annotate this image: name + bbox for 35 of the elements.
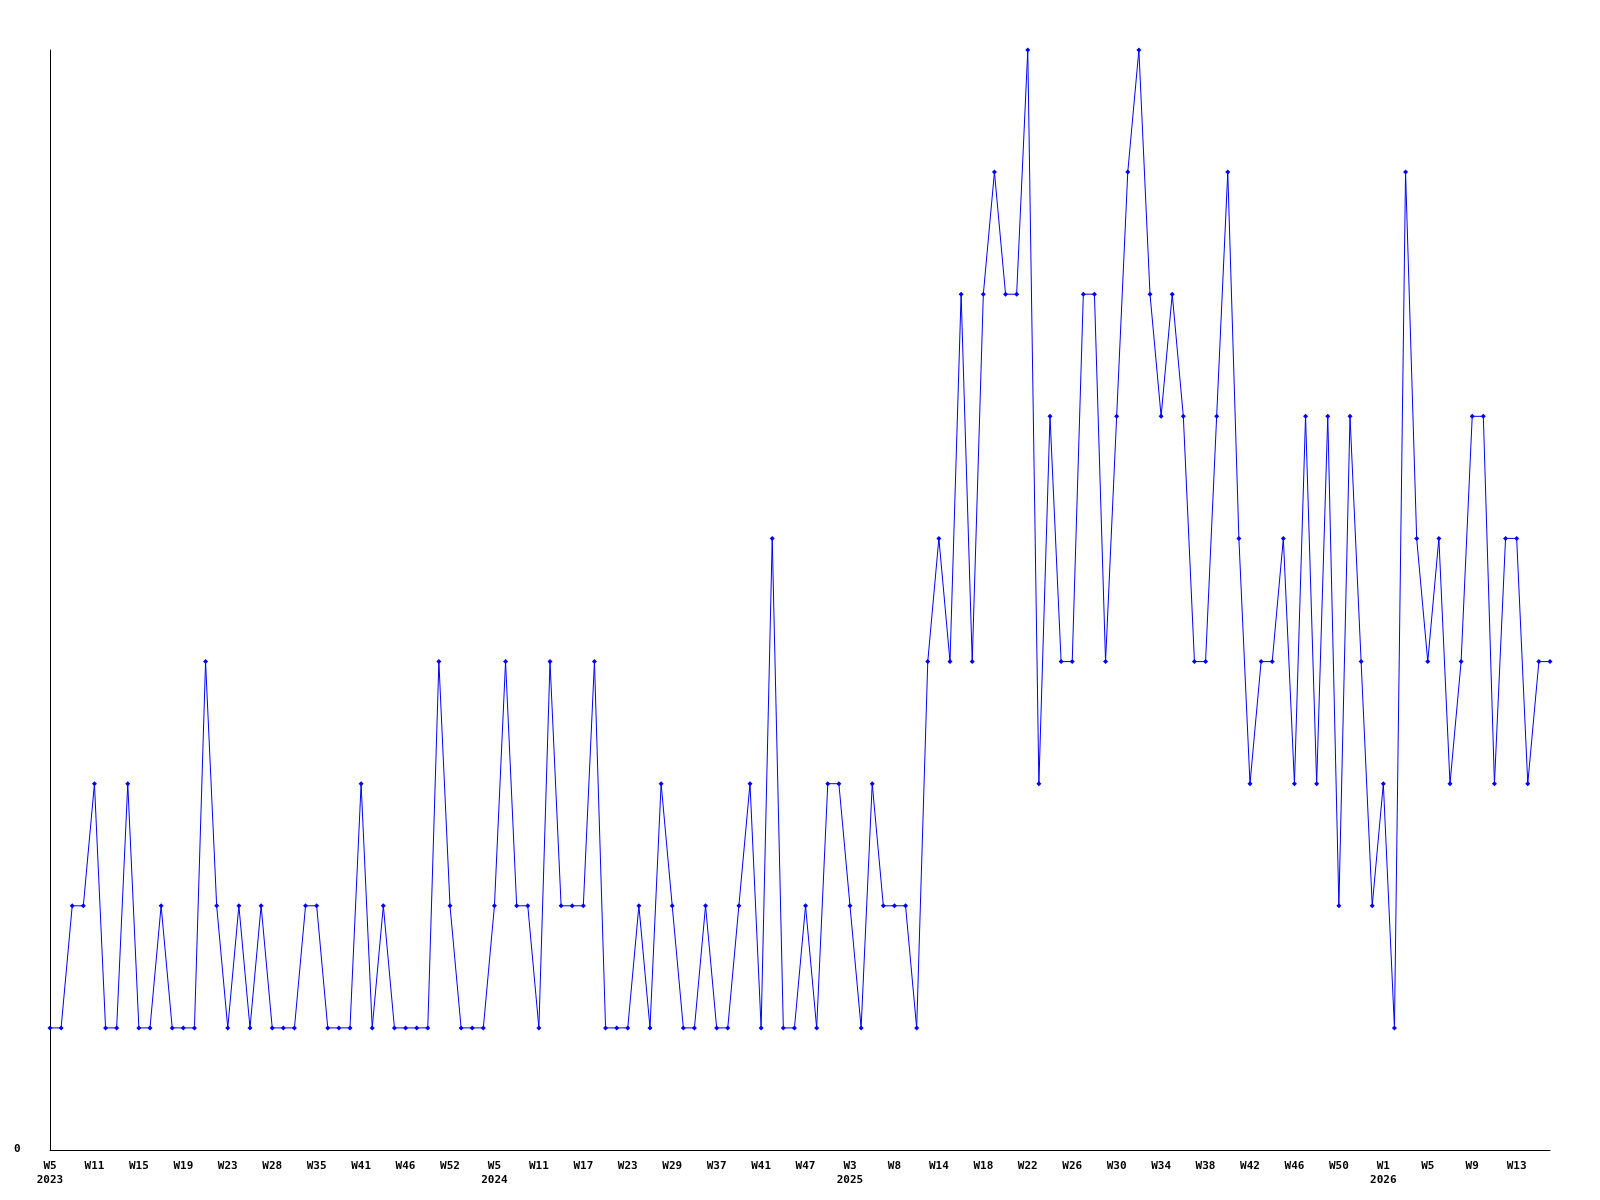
x-tick-label: W5 2023 — [36, 1158, 64, 1186]
x-tick-label: W11 — [528, 1158, 550, 1172]
x-tick-label: W23 — [217, 1158, 238, 1172]
x-tick-label: W46 — [395, 1158, 416, 1172]
x-tick-label: W5 — [1421, 1158, 1435, 1172]
x-tick-label: W1 2026 — [1370, 1158, 1397, 1186]
x-tick-label: W41 — [351, 1158, 372, 1172]
x-tick-label: W23 — [617, 1158, 638, 1172]
x-tick-label: W5 2024 — [481, 1158, 509, 1186]
x-tick-label: W3 2025 — [836, 1158, 864, 1186]
x-tick-label: W17 — [573, 1158, 594, 1172]
x-tick-label: W30 — [1106, 1158, 1127, 1172]
x-tick-label: W18 — [973, 1158, 994, 1172]
x-tick-label: W26 — [1062, 1158, 1083, 1172]
text: 0 — [14, 1142, 21, 1155]
x-tick-label: W15 — [128, 1158, 149, 1172]
x-tick-label: W35 — [306, 1158, 327, 1172]
x-tick-label: W52 — [440, 1158, 460, 1172]
x-tick-label: W9 — [1465, 1158, 1479, 1172]
x-tick-label: W50 — [1328, 1158, 1349, 1172]
x-tick-label: W8 — [887, 1158, 902, 1172]
x-tick-label: W42 — [1240, 1158, 1260, 1172]
x-tick-label: W29 — [662, 1158, 683, 1172]
x-tick-label: W22 — [1017, 1158, 1038, 1172]
x-tick-label: W14 — [928, 1158, 950, 1172]
x-tick-label: W46 — [1284, 1158, 1305, 1172]
x-tick-label: W11 — [84, 1158, 105, 1172]
x-tick-label: W34 — [1151, 1158, 1172, 1172]
x-tick-label: W41 — [751, 1158, 772, 1172]
x-tick-label: W37 — [706, 1158, 727, 1172]
x-tick-label: W28 — [262, 1158, 283, 1172]
x-tick-label: W38 — [1195, 1158, 1216, 1172]
x-tick-label: W19 — [173, 1158, 194, 1172]
x-tick-label: W13 — [1506, 1158, 1527, 1172]
x-tick-label: W47 — [795, 1158, 816, 1172]
